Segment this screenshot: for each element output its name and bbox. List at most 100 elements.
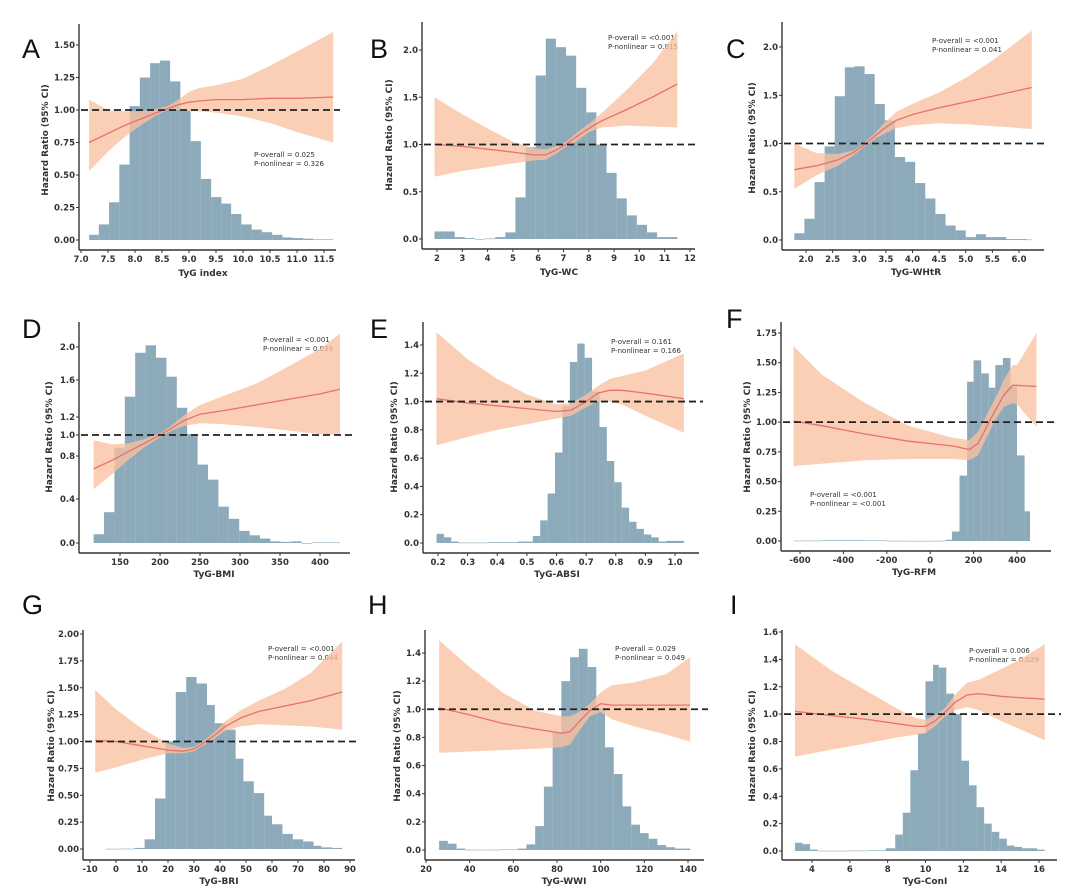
histogram-bar	[165, 741, 176, 849]
histogram-bar	[89, 234, 99, 240]
histogram-bar	[910, 770, 918, 851]
histogram-bar	[129, 106, 140, 240]
histogram-bar	[657, 237, 668, 239]
p-nonlinear-g: P-nonlinear = 0.044	[268, 654, 338, 662]
panel-letter-i: I	[730, 590, 738, 620]
histogram-bar	[969, 785, 977, 851]
histogram-bar	[150, 63, 160, 241]
x-tick-label: 3	[459, 254, 465, 264]
histogram-bar	[303, 841, 314, 849]
histogram-bar	[105, 848, 119, 850]
histogram-bar	[566, 55, 577, 239]
x-tick-label: 400	[311, 558, 329, 568]
histogram-bar	[321, 847, 332, 849]
histogram-i	[794, 664, 1045, 852]
histogram-bar	[984, 823, 992, 851]
y-tick-label: 0.4	[404, 482, 419, 492]
panel-h-plot: 0.0 0.2 0.4 0.6 0.8 1.0 1.2 1.4 20 40 60 80 100 120 14…	[406, 630, 708, 875]
histogram-bar	[485, 238, 496, 240]
ci-band-h	[439, 640, 691, 753]
histogram-bar	[500, 849, 518, 851]
histogram-bar	[488, 542, 504, 543]
histogram-bar	[878, 850, 886, 851]
panel-i-plot: 0.0 0.2 0.4 0.6 0.8 1.0 1.2 1.4 1.6 4 6 8 10 12 14 16	[763, 628, 1061, 875]
histogram-bar	[981, 373, 989, 541]
histogram-bar	[555, 47, 567, 239]
histogram-a	[89, 60, 334, 241]
ci-band-b	[434, 31, 678, 177]
y-tick-label: 1.00	[58, 738, 79, 748]
x-tick-label: 10	[136, 865, 148, 875]
x-axis-title-b: TyG-WC	[540, 268, 579, 278]
x-tick-label: 3.5	[878, 255, 893, 265]
x-tick-label: 2.5	[825, 255, 840, 265]
y-tick-label: 0.6	[406, 762, 421, 772]
x-tick-label: 140	[679, 865, 697, 875]
panel-letter-d: D	[22, 314, 42, 344]
x-tick-label: 40	[214, 865, 226, 875]
histogram-bar	[621, 507, 630, 543]
histogram-bar	[606, 172, 617, 239]
x-tick-label: 250	[191, 558, 209, 568]
histogram-bar	[456, 848, 466, 850]
histogram-bar	[505, 232, 516, 239]
y-tick-label: 1.5	[763, 91, 778, 101]
p-overall-g: P-overall = <0.001	[268, 645, 335, 653]
histogram-bar	[933, 664, 939, 851]
y-tick-label: 0.75	[58, 764, 79, 774]
y-tick-label: 0.6	[404, 454, 419, 464]
histogram-bar	[454, 237, 465, 239]
histogram-bar	[874, 103, 885, 240]
x-tick-label: 20	[420, 865, 432, 875]
y-tick-label: 1.2	[404, 369, 419, 379]
x-axis-title-i: TyG-ConI	[903, 877, 948, 887]
histogram-bar	[935, 213, 946, 240]
y-axis-title-i: Hazard Ratio (95% CI)	[748, 690, 758, 802]
histogram-bar	[938, 667, 947, 851]
x-tick-label: -10	[82, 865, 97, 875]
histogram-bar	[517, 848, 527, 850]
x-tick-label: 2.0	[798, 255, 813, 265]
histogram-bar	[814, 182, 825, 240]
histogram-bar	[166, 376, 177, 543]
y-tick-label: 0.0	[763, 847, 778, 857]
histogram-bar	[917, 733, 926, 851]
y-tick-label: 1.6	[763, 628, 778, 638]
histogram-h	[439, 648, 691, 851]
y-tick-label: 2.0	[60, 343, 75, 353]
histogram-bar	[843, 540, 866, 541]
y-axis-title-b: Hazard Ratio (95% CI)	[385, 79, 395, 191]
histogram-bar	[218, 506, 229, 543]
ci-band-e	[436, 332, 684, 446]
x-tick-label: 0.6	[549, 558, 564, 568]
histogram-bar	[646, 232, 658, 239]
x-axis-title-e: TyG-ABSI	[534, 570, 580, 580]
x-tick-label: 6	[535, 254, 541, 264]
histogram-bar	[280, 541, 292, 543]
ci-band-c	[794, 30, 1032, 189]
x-tick-label: 9	[611, 254, 617, 264]
histogram-bar	[208, 479, 219, 543]
hazard-ratio-line-c	[794, 86, 1032, 171]
ci-band-i	[795, 644, 1045, 757]
histogram-bar	[119, 164, 130, 240]
histogram-bar	[98, 224, 110, 240]
y-axis-title-c: Hazard Ratio (95% CI)	[748, 82, 758, 194]
x-tick-label: 10.0	[233, 255, 254, 265]
y-tick-label: 0.0	[404, 539, 419, 549]
y-tick-label: 1.0	[406, 705, 421, 715]
histogram-bar	[118, 848, 127, 850]
histogram-bar	[616, 198, 627, 239]
y-tick-label: 1.0	[763, 710, 778, 720]
histogram-bar	[1026, 239, 1032, 241]
p-overall-b: P-overall = <0.001	[608, 34, 675, 42]
histogram-bar	[793, 540, 822, 542]
panel-letter-g: G	[22, 590, 43, 620]
histogram-bar	[1006, 239, 1017, 240]
y-tick-label: 0.75	[54, 139, 75, 149]
y-tick-label: 1.6	[60, 376, 75, 386]
x-tick-label: 5.5	[985, 255, 1000, 265]
histogram-bar	[134, 847, 145, 849]
histogram-bar	[444, 231, 455, 239]
